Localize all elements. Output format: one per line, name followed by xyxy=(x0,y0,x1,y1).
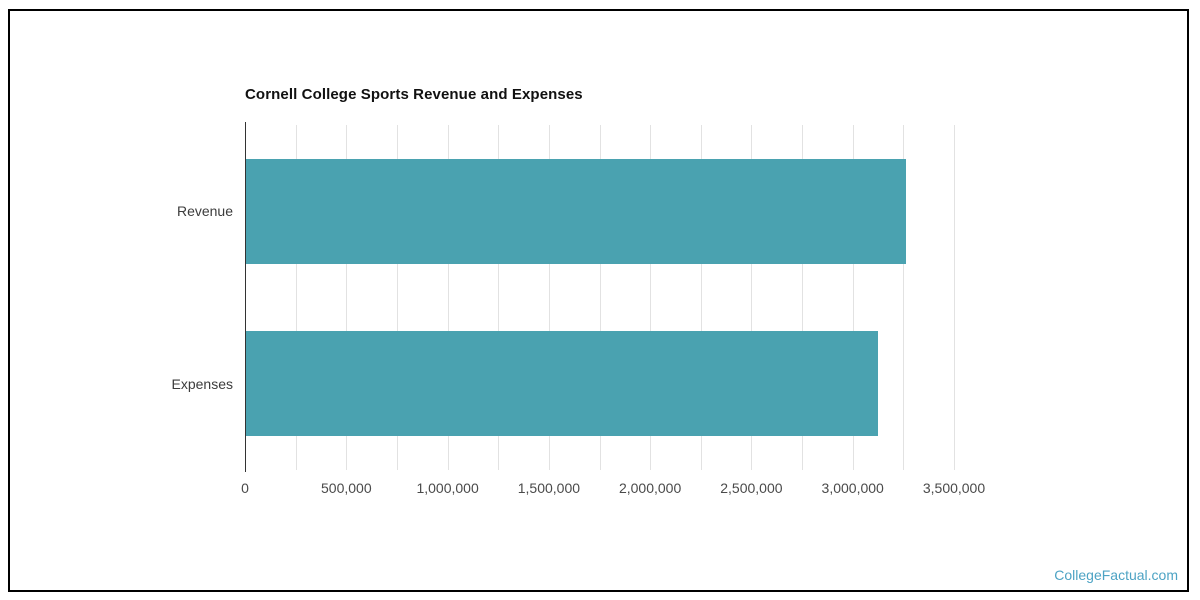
category-label-expenses: Expenses xyxy=(171,375,233,392)
gridline xyxy=(751,125,753,470)
gridline xyxy=(498,125,500,470)
x-tick-label: 0 xyxy=(241,480,249,496)
x-tick-label: 2,500,000 xyxy=(720,480,783,496)
x-tick-label: 1,500,000 xyxy=(517,480,581,496)
gridline xyxy=(650,125,652,470)
gridline xyxy=(954,125,955,470)
bar-expenses[interactable] xyxy=(246,331,878,437)
page-border xyxy=(8,9,1189,592)
gridline xyxy=(852,125,854,470)
gridline xyxy=(903,125,905,470)
gridline xyxy=(599,125,601,470)
x-tick-label: 3,500,000 xyxy=(922,480,986,496)
bar-revenue[interactable] xyxy=(246,158,906,264)
chart-title: Cornell College Sports Revenue and Expen… xyxy=(245,86,583,103)
gridline xyxy=(295,125,297,470)
gridline xyxy=(802,125,804,470)
y-axis-line xyxy=(245,122,246,472)
gridline xyxy=(346,125,348,470)
gridline xyxy=(700,125,702,470)
gridline xyxy=(548,125,550,470)
x-tick-label: 2,000,000 xyxy=(618,480,682,496)
category-label-revenue: Revenue xyxy=(176,203,233,220)
x-tick-label: 3,000,000 xyxy=(821,480,884,496)
collegefactual-link[interactable]: CollegeFactual.com xyxy=(1054,567,1178,583)
gridline xyxy=(447,125,449,470)
x-tick-label: 500,000 xyxy=(320,480,372,496)
gridline xyxy=(396,125,398,470)
x-tick-label: 1,000,000 xyxy=(416,480,479,496)
plot-area xyxy=(245,122,955,472)
